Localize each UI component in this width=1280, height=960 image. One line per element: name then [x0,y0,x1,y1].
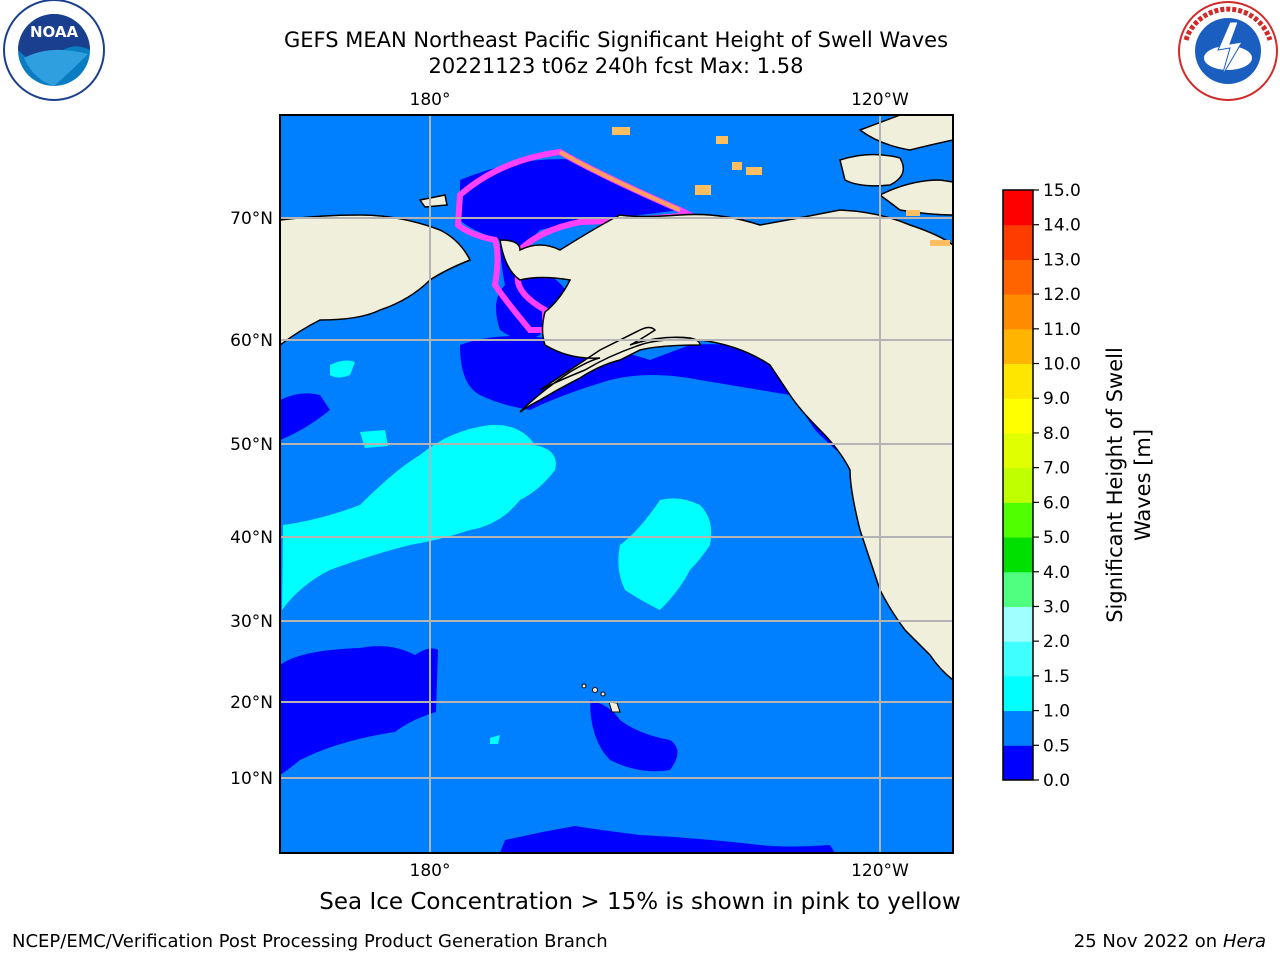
colorbar-tick-label: 3.0 [1043,597,1070,617]
lon-label-bottom-120w: 120°W [851,861,909,881]
sea-ice-edge-outer [559,150,681,212]
colorbar-tick-label: 2.0 [1043,632,1070,652]
colorbar-tick-label: 6.0 [1043,493,1070,513]
colorbar-swatch [1003,606,1033,642]
colorbar-swatch [1003,363,1033,399]
colorbar-tick-label: 12.0 [1043,285,1081,305]
map-gridlines [280,115,953,853]
lat-label-40n: 40°N [230,528,273,548]
chart-subtitle: 20221123 t06z 240h fcst Max: 1.58 [428,54,804,78]
colorbar-swatch [1003,641,1033,677]
map-area [280,115,953,853]
colorbar-tick-label: 14.0 [1043,216,1081,236]
colorbar-tick-label: 11.0 [1043,320,1081,340]
swell-low-regions [280,159,953,853]
colorbar-swatch [1003,537,1033,573]
chart-title: GEFS MEAN Northeast Pacific Significant … [283,28,949,52]
colorbar-swatch [1003,294,1033,330]
colorbar-swatch [1003,675,1033,712]
footer-system: Hera [1222,931,1266,952]
nws-logo [1178,1,1278,101]
land-mass [280,115,953,681]
colorbar-swatch [1003,398,1033,434]
lat-label-50n: 50°N [230,435,273,455]
map-frame [279,114,954,854]
colorbar-label: Significant Height of Swell Waves [m] [1103,347,1155,623]
colorbar-swatch [1003,710,1033,746]
colorbar-label-line2: Waves [m] [1131,429,1155,541]
colorbar-tick-label: 15.0 [1043,181,1081,201]
colorbar-swatch [1003,328,1033,365]
lat-label-30n: 30°N [230,612,273,632]
colorbar-tick-label: 4.0 [1043,563,1070,583]
colorbar-tick-label: 0.5 [1043,736,1070,756]
swell-high-regions [282,360,712,744]
footer-credit: NCEP/EMC/Verification Post Processing Pr… [12,931,608,952]
colorbar-label-line1: Significant Height of Swell [1103,347,1127,623]
sea-ice-patches [612,127,950,246]
lat-label-10n: 10°N [230,769,273,789]
colorbar-tick-label: 1.0 [1043,702,1070,722]
lon-label-top-180: 180° [410,90,451,110]
lat-label-70n: 70°N [230,209,273,229]
colorbar-tick-label: 0.0 [1043,771,1070,791]
colorbar-tick-label: 1.5 [1043,667,1070,687]
colorbar-swatch [1003,502,1033,538]
footer-date-text: 25 Nov 2022 on [1073,931,1218,952]
colorbar-swatch [1003,259,1033,295]
colorbar-tick-label: 9.0 [1043,389,1070,409]
colorbar-swatch [1003,224,1033,260]
colorbar-swatch [1003,467,1033,503]
colorbar-swatch [1003,745,1033,781]
colorbar-tick-label: 13.0 [1043,250,1081,270]
noaa-logo-text: NOAA [30,23,79,41]
noaa-logo: NOAA [3,0,105,101]
colorbar-tick-label: 5.0 [1043,528,1070,548]
colorbar-tick-label: 8.0 [1043,424,1070,444]
footer-date: 25 Nov 2022 on Hera [1074,931,1266,952]
colorbar-frame [1002,189,1034,781]
colorbar-swatch [1003,190,1033,226]
colorbar-swatch [1003,571,1033,607]
colorbar-tick-label: 10.0 [1043,355,1081,375]
colorbar-swatch [1003,432,1033,469]
lon-label-top-120w: 120°W [851,90,909,110]
hawaii-islands [581,683,621,713]
sea-ice-footnote: Sea Ice Concentration > 15% is shown in … [319,889,961,915]
colorbar: 0.0 0.5 1.0 1.5 2.0 3.0 4.0 5.0 6.0 7.0 8.0 9.0 10.0… [1002,181,1081,791]
lat-label-60n: 60°N [230,331,273,351]
colorbar-tick-label: 7.0 [1043,459,1070,479]
lon-label-bottom-180: 180° [410,861,451,881]
lat-label-20n: 20°N [230,693,273,713]
